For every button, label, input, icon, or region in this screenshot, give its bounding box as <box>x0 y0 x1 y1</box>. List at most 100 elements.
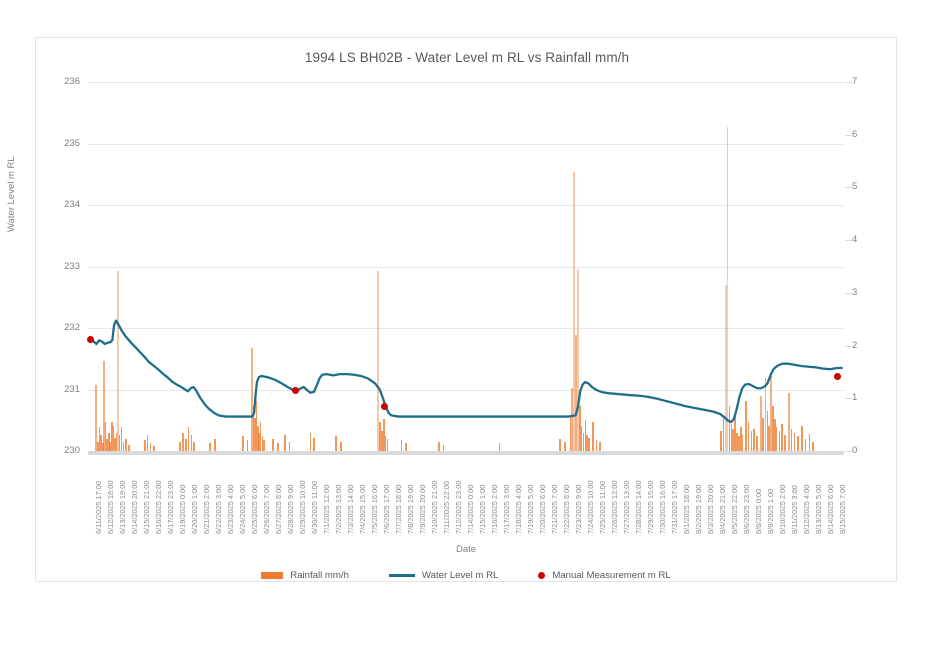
rainfall-bar <box>116 270 119 451</box>
legend-label: Manual Measurement m RL <box>552 570 671 581</box>
x-tick-label: 6/11/2025 17:00 <box>94 481 103 534</box>
rainfall-bar <box>153 445 155 451</box>
rainfall-bar <box>747 422 750 451</box>
rainfall-bar <box>725 284 727 451</box>
manual-measurement-dot[interactable] <box>380 402 388 410</box>
x-tick-label: 8/10/2025 2:00 <box>778 484 787 534</box>
x-tick-label: 7/23/2025 9:00 <box>574 484 583 534</box>
y-tick-label-right: 4 <box>852 234 858 246</box>
rainfall-bar <box>259 422 262 451</box>
x-tick-label: 7/22/2025 8:00 <box>562 484 571 534</box>
rainfall-bar <box>108 432 110 451</box>
rainfall-bar <box>149 443 152 451</box>
y-tick-label-right: 7 <box>852 76 858 87</box>
x-axis-line <box>88 451 844 455</box>
rainfall-bar <box>179 441 181 451</box>
rainfall-bar <box>578 406 581 451</box>
legend-item[interactable]: Manual Measurement m RL <box>538 570 671 581</box>
rainfall-bar <box>382 419 385 451</box>
rainfall-bar <box>209 443 211 451</box>
rainfall-bar <box>772 406 774 451</box>
manual-measurement-dot[interactable] <box>292 387 300 395</box>
rainfall-bar <box>112 425 115 451</box>
rainfall-bar <box>103 361 105 451</box>
rainfall-bar <box>766 411 769 451</box>
x-tick-label: 7/16/2025 2:00 <box>490 484 499 534</box>
rainfall-bar <box>812 441 814 451</box>
x-tick-label: 7/8/2025 19:00 <box>406 484 415 534</box>
rainfall-bar <box>442 444 445 451</box>
y-tick-label-left: 231 <box>64 383 80 395</box>
x-tick-label: 7/11/2025 22:00 <box>442 481 451 534</box>
rainfall-bar <box>288 441 291 451</box>
x-tick-label: 8/4/2025 21:00 <box>718 484 727 534</box>
legend-item[interactable]: Water Level m RL <box>388 570 498 581</box>
rainfall-bar <box>111 422 113 451</box>
y-tick-label-right: 6 <box>852 128 858 140</box>
rainfall-bar <box>284 435 286 451</box>
x-tick-label: 6/17/2025 23:00 <box>166 480 175 534</box>
chart-legend: Rainfall mm/h Water Level m RL Manual Meas… <box>88 570 844 581</box>
rainfall-bar <box>784 435 786 451</box>
gridline <box>88 82 844 83</box>
legend-item[interactable]: Rainfall mm/h <box>261 570 349 581</box>
rainfall-bar <box>753 428 756 451</box>
x-tick-label: 6/27/2025 8:00 <box>274 484 283 534</box>
rainfall-bar <box>252 406 255 451</box>
x-tick-label: 6/30/2025 11:00 <box>310 481 319 534</box>
x-tick-label: 6/25/2025 6:00 <box>250 484 259 534</box>
rainfall-bar <box>97 441 99 451</box>
rainfall-bar <box>144 440 146 451</box>
rainfall-bar <box>405 443 407 451</box>
x-tick-label: 6/21/2025 2:00 <box>202 484 211 534</box>
rainfall-bar <box>261 436 264 451</box>
rainfall-bar <box>384 436 387 451</box>
rainfall-bar <box>146 435 149 451</box>
rainfall-bar <box>118 435 121 451</box>
y-tick-label-left: 232 <box>64 322 80 333</box>
rainfall-bar <box>272 439 274 451</box>
gridline <box>88 328 844 329</box>
y-tick-mark-right <box>845 82 852 83</box>
rainfall-bar <box>801 425 803 451</box>
x-tick-label: 8/3/2025 20:00 <box>706 484 715 534</box>
rainfall-bar <box>564 441 566 451</box>
y-tick-label-left: 230 <box>64 445 80 456</box>
x-tick-label: 7/6/2025 17:00 <box>382 484 391 534</box>
y-tick-mark-right <box>845 292 852 294</box>
rainfall-bar <box>95 385 98 451</box>
rainfall-bar <box>728 406 731 451</box>
legend-line-icon <box>388 574 415 577</box>
rainfall-bar <box>762 418 764 451</box>
x-tick-label: 6/28/2025 9:00 <box>286 484 295 534</box>
rainfall-bar <box>790 428 793 451</box>
rainfall-bar <box>340 441 342 451</box>
rainfall-bar <box>214 439 216 451</box>
x-tick-label: 7/29/2025 15:00 <box>646 480 655 534</box>
x-tick-label: 8/6/2025 23:00 <box>742 484 751 534</box>
rainfall-bar <box>738 436 740 451</box>
manual-measurement-dot[interactable] <box>833 373 841 381</box>
rainfall-bar <box>793 432 796 451</box>
rainfall-bar <box>182 432 184 451</box>
x-tick-label: 6/14/2025 20:00 <box>130 480 139 534</box>
x-tick-label: 7/14/2025 0:00 <box>466 484 475 534</box>
rainfall-bar <box>595 440 598 451</box>
x-tick-label: 6/22/2025 3:00 <box>214 484 223 534</box>
rainfall-bar <box>312 437 315 451</box>
rainfall-bar <box>788 393 790 451</box>
x-tick-label: 7/15/2025 1:00 <box>478 484 487 534</box>
rainfall-bar <box>768 425 770 451</box>
y-tick-label-right: 5 <box>852 181 858 193</box>
x-tick-label: 7/19/2025 5:00 <box>526 484 535 534</box>
x-tick-label: 8/15/2025 7:00 <box>838 484 847 534</box>
rainfall-bar <box>577 269 579 451</box>
y-tick-label-right: 3 <box>852 286 858 298</box>
rainfall-bar <box>115 432 118 451</box>
rainfall-bar <box>122 441 125 451</box>
x-tick-label: 6/24/2025 5:00 <box>238 484 247 534</box>
rainfall-bar <box>263 440 266 451</box>
manual-measurement-dot[interactable] <box>87 335 95 343</box>
rainfall-bar <box>98 427 101 451</box>
rainfall-bar <box>386 439 389 451</box>
